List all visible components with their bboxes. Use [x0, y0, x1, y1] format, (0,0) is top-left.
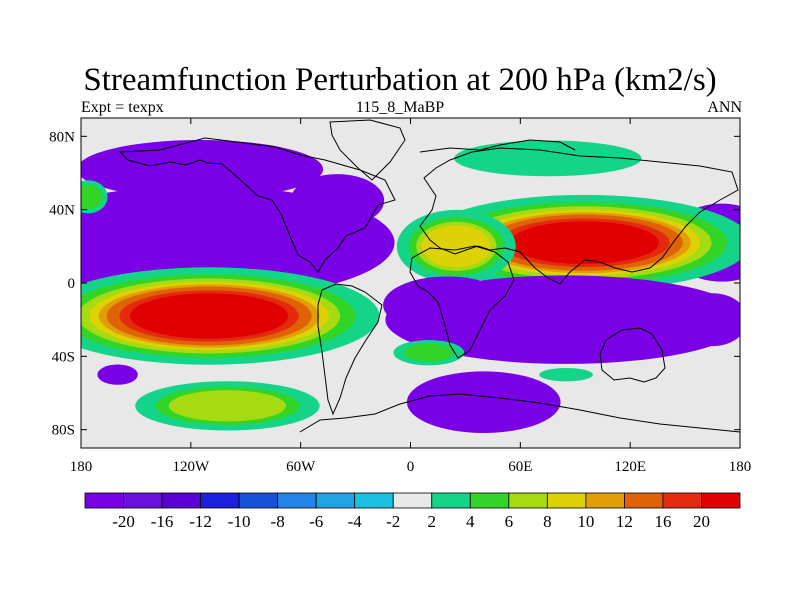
y-tick-label: 80S	[52, 423, 75, 439]
colorbar-box	[624, 492, 664, 509]
colorbar-label: -16	[151, 512, 174, 531]
colorbar-box	[546, 492, 587, 509]
x-tick-label: 180	[70, 459, 93, 475]
colorbar-label: -6	[309, 512, 323, 531]
contour-feature-8	[81, 267, 380, 365]
coastline-south-america	[317, 283, 383, 416]
contour-feature-4	[81, 180, 108, 214]
x-tick-label: 120E	[614, 459, 646, 475]
contour-level	[406, 371, 561, 433]
coastline-arctic-islands	[419, 139, 576, 153]
colorbar-label: 6	[505, 512, 514, 531]
contour-feature-0	[81, 185, 395, 300]
season-label: ANN	[707, 99, 742, 116]
colorbar-label: -4	[348, 512, 363, 531]
colorbar-label: 16	[654, 512, 671, 531]
contour-level	[129, 293, 289, 339]
x-tick-label: 60E	[508, 459, 532, 475]
coastline-africa	[409, 245, 515, 359]
contour-level	[539, 367, 593, 382]
colorbar-box	[508, 492, 548, 509]
colorbar-label: -10	[228, 512, 251, 531]
colorbar-box	[238, 492, 279, 509]
colorbar-box	[392, 492, 433, 509]
colorbar-box	[469, 492, 510, 509]
contour-feature-7	[454, 140, 642, 177]
coastline-australia	[599, 327, 666, 383]
period-label: 115_8_MaBP	[355, 99, 445, 116]
colorbar-box	[431, 492, 471, 509]
contour-level	[509, 221, 659, 264]
x-tick-label: 180	[729, 459, 752, 475]
contour-feature-6	[396, 209, 516, 283]
colorbar-label: -20	[112, 512, 135, 531]
colorbar-box	[84, 492, 124, 509]
colorbar-box	[662, 492, 702, 509]
coastline-europe	[419, 147, 739, 285]
contour-feature-11	[677, 293, 740, 347]
colorbar-box	[315, 492, 356, 509]
x-tick-label: 60W	[286, 459, 316, 475]
colorbar-label: 8	[543, 512, 552, 531]
y-tick-label: 40N	[49, 203, 75, 219]
colorbar-box	[354, 492, 394, 509]
colorbar-box	[161, 492, 201, 509]
coastline-greenland	[329, 119, 406, 181]
y-tick-label: 80N	[49, 129, 75, 145]
y-tick-label: 40S	[52, 349, 75, 365]
contour-feature-10	[383, 276, 512, 334]
contour-feature-12	[393, 339, 465, 366]
contour-feature-1	[290, 174, 385, 227]
colorbar-label: -8	[271, 512, 285, 531]
contour-level	[97, 364, 138, 385]
contour-feature-16	[406, 371, 561, 433]
contour-feature-13	[539, 367, 593, 382]
plot-title: Streamfunction Perturbation at 200 hPa (…	[83, 62, 717, 98]
contour-level	[383, 276, 512, 334]
contour-level	[454, 140, 642, 177]
contour-level	[81, 139, 324, 199]
colorbar-box	[277, 492, 317, 509]
colorbar-box	[585, 492, 625, 509]
contour-level	[403, 343, 454, 362]
colorbar-label: 4	[466, 512, 475, 531]
contour-level	[81, 184, 103, 210]
colorbar-label: 12	[616, 512, 633, 531]
contour-level	[290, 174, 385, 227]
coastline-north-america	[118, 137, 396, 273]
x-tick-label: 120W	[172, 459, 210, 475]
colorbar: -20 -16 -12 -10 -8 -6 -4 -2 2 4 6 8 10 12 16 20	[84, 492, 741, 531]
y-tick-label: 0	[68, 276, 76, 292]
colorbar-label: 10	[577, 512, 594, 531]
coastline-antarctica	[299, 393, 740, 433]
contour-level	[677, 293, 740, 347]
colorbar-box	[123, 492, 163, 509]
contour-level	[168, 390, 287, 422]
contour-feature-2	[81, 139, 324, 199]
colorbar-label: 2	[428, 512, 437, 531]
colorbar-label: -2	[386, 512, 400, 531]
colorbar-label: -12	[189, 512, 212, 531]
colorbar-box	[701, 492, 741, 509]
coastlines	[118, 119, 740, 433]
colorbar-label: 20	[693, 512, 710, 531]
axis-ticks: 180 120W 60W 0 60E 120E 180 80N 40N 0 40S 80S	[49, 118, 751, 475]
experiment-label: Expt = texpx	[81, 99, 164, 116]
x-tick-label: 0	[407, 459, 415, 475]
contour-fills	[81, 139, 740, 433]
colorbar-box	[200, 492, 240, 509]
contour-feature-14	[97, 364, 138, 385]
contour-level	[421, 225, 491, 268]
contour-feature-15	[135, 381, 320, 431]
